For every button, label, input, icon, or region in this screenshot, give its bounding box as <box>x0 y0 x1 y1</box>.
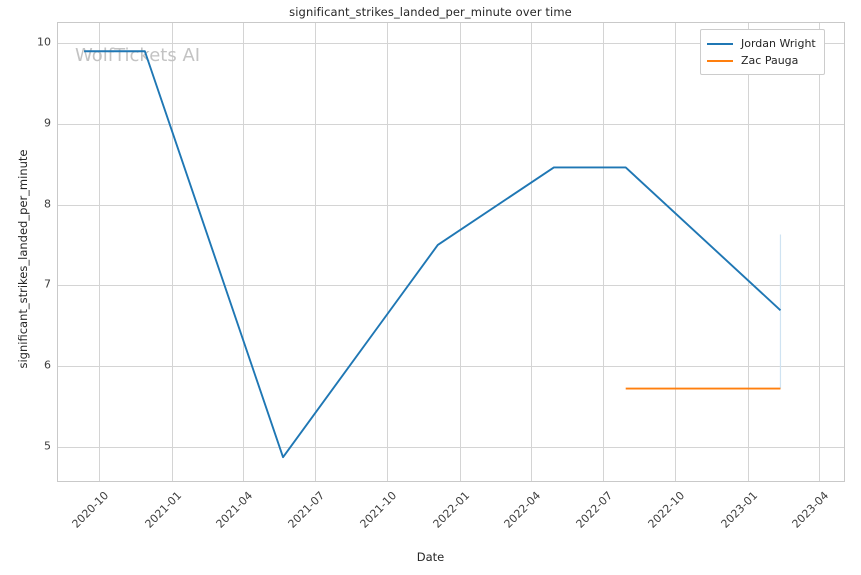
gridline-horizontal <box>58 123 844 125</box>
y-tick-label: 10 <box>37 35 51 49</box>
legend-color-swatch <box>707 42 733 45</box>
y-tick-label: 6 <box>44 358 51 372</box>
gridline-horizontal <box>58 446 844 448</box>
gridline-vertical <box>530 23 532 481</box>
y-axis-ticks: 5 6 7 8 9 10 <box>0 0 51 575</box>
x-tick-label: 2022-01 <box>430 489 473 531</box>
gridline-vertical <box>171 23 173 481</box>
legend-item[interactable]: Jordan Wright <box>707 35 816 52</box>
y-tick-label: 8 <box>44 197 51 211</box>
x-tick-label: 2023-01 <box>718 489 761 531</box>
chart-title: significant_strikes_landed_per_minute ov… <box>289 5 572 19</box>
legend-label: Jordan Wright <box>741 37 816 50</box>
gridline-vertical <box>314 23 316 481</box>
legend-color-swatch <box>707 59 733 62</box>
x-axis-label: Date <box>416 550 445 564</box>
gridline-vertical <box>675 23 677 481</box>
gridline-horizontal <box>58 285 844 287</box>
x-tick-label: 2021-01 <box>142 489 184 531</box>
x-tick-label: 2021-07 <box>285 489 327 531</box>
y-tick-label: 7 <box>44 277 51 291</box>
gridline-vertical <box>748 23 750 481</box>
series-plot <box>84 50 782 459</box>
legend-item[interactable]: Zac Pauga <box>707 52 816 69</box>
y-tick-label: 9 <box>44 116 51 130</box>
y-tick-label: 5 <box>44 439 51 453</box>
gridline-vertical <box>99 23 101 481</box>
gridline-vertical <box>387 23 389 481</box>
x-tick-label: 2021-04 <box>213 489 255 531</box>
gridline-vertical <box>242 23 244 481</box>
x-tick-label: 2022-04 <box>501 489 544 531</box>
gridline-vertical <box>819 23 821 481</box>
x-tick-label: 2020-10 <box>69 489 112 531</box>
x-tick-label: 2021-10 <box>357 489 400 531</box>
gridline-horizontal <box>58 204 844 206</box>
gridline-vertical <box>602 23 604 481</box>
legend-label: Zac Pauga <box>741 54 799 67</box>
gridline-vertical <box>459 23 461 481</box>
series-line <box>84 50 782 459</box>
legend: Jordan Wright Zac Pauga <box>700 29 825 75</box>
gridline-horizontal <box>58 43 844 45</box>
gridline-horizontal <box>58 365 844 367</box>
x-tick-label: 2023-04 <box>789 489 832 531</box>
x-tick-label: 2022-07 <box>573 489 615 531</box>
x-tick-label: 2022-10 <box>645 489 688 531</box>
